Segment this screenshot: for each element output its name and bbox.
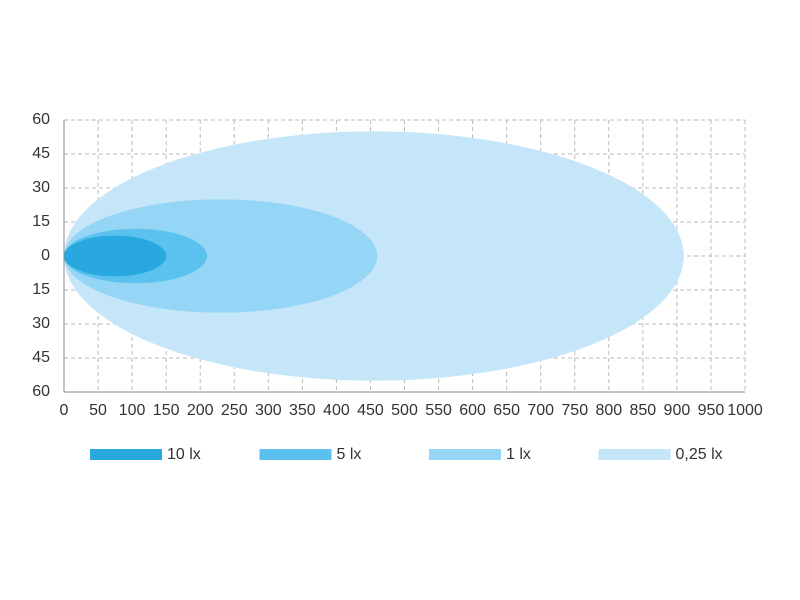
x-tick-label: 550 <box>425 402 452 419</box>
x-tick-label: 100 <box>119 402 146 419</box>
y-tick-label: 30 <box>32 179 50 196</box>
x-tick-label: 150 <box>153 402 180 419</box>
x-tick-label: 900 <box>664 402 691 419</box>
x-tick-label: 1000 <box>727 402 763 419</box>
legend-swatch <box>90 449 162 460</box>
x-tick-label: 750 <box>561 402 588 419</box>
x-tick-label: 250 <box>221 402 248 419</box>
y-tick-label: 45 <box>32 145 50 162</box>
y-tick-label: 15 <box>32 213 50 230</box>
legend-label: 0,25 lx <box>676 446 723 463</box>
x-tick-label: 700 <box>527 402 554 419</box>
x-tick-label: 850 <box>629 402 656 419</box>
x-tick-label: 800 <box>595 402 622 419</box>
legend-label: 10 lx <box>167 446 201 463</box>
x-tick-label: 650 <box>493 402 520 419</box>
legend-label: 1 lx <box>506 446 531 463</box>
y-tick-label: 15 <box>32 281 50 298</box>
x-tick-label: 600 <box>459 402 486 419</box>
beam-area <box>64 235 167 277</box>
x-tick-label: 450 <box>357 402 384 419</box>
x-tick-label: 400 <box>323 402 350 419</box>
x-tick-label: 300 <box>255 402 282 419</box>
legend-swatch <box>259 449 332 460</box>
beam-area <box>64 199 378 313</box>
legend-swatch <box>598 449 671 460</box>
y-tick-label: 45 <box>32 349 50 366</box>
y-tick-label: 60 <box>32 383 50 400</box>
x-tick-label: 500 <box>391 402 418 419</box>
x-tick-label: 200 <box>187 402 214 419</box>
y-tick-label: 30 <box>32 315 50 332</box>
x-tick-label: 50 <box>89 402 107 419</box>
legend-label: 5 lx <box>337 446 362 463</box>
x-tick-label: 0 <box>60 402 69 419</box>
x-tick-label: 950 <box>698 402 725 419</box>
y-tick-label: 60 <box>32 111 50 128</box>
x-tick-label: 350 <box>289 402 316 419</box>
legend-swatch <box>429 449 501 460</box>
y-tick-label: 0 <box>41 247 50 264</box>
